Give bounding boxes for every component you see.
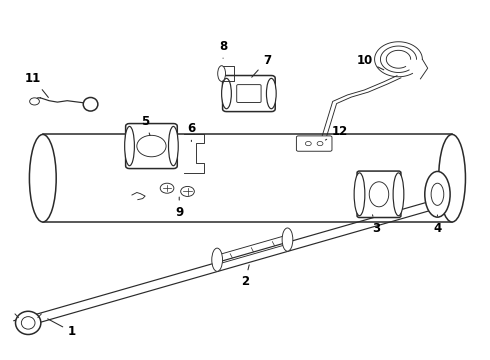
Ellipse shape <box>439 134 466 222</box>
Ellipse shape <box>29 134 56 222</box>
Ellipse shape <box>124 126 134 166</box>
Text: 6: 6 <box>187 122 196 141</box>
Circle shape <box>160 183 174 193</box>
Ellipse shape <box>354 173 365 216</box>
Text: 10: 10 <box>356 54 384 70</box>
Ellipse shape <box>22 317 35 329</box>
Text: 3: 3 <box>372 215 381 235</box>
FancyBboxPatch shape <box>237 85 261 103</box>
Text: 11: 11 <box>25 72 49 98</box>
Ellipse shape <box>218 66 225 81</box>
FancyBboxPatch shape <box>222 76 275 112</box>
Ellipse shape <box>431 183 444 205</box>
Ellipse shape <box>16 311 41 334</box>
Ellipse shape <box>369 182 389 207</box>
Circle shape <box>305 141 311 146</box>
Ellipse shape <box>267 78 276 109</box>
Circle shape <box>317 141 323 146</box>
Circle shape <box>181 186 195 197</box>
Ellipse shape <box>212 248 222 271</box>
Text: 4: 4 <box>433 215 441 235</box>
Circle shape <box>137 135 166 157</box>
Ellipse shape <box>282 228 293 251</box>
Text: 5: 5 <box>141 114 150 135</box>
Text: 8: 8 <box>219 40 227 58</box>
Ellipse shape <box>221 78 231 109</box>
Circle shape <box>30 98 39 105</box>
Text: 2: 2 <box>241 265 249 288</box>
FancyBboxPatch shape <box>125 123 177 168</box>
Text: 7: 7 <box>252 54 271 77</box>
Text: 12: 12 <box>325 125 348 140</box>
FancyBboxPatch shape <box>357 171 401 217</box>
Ellipse shape <box>393 173 404 216</box>
Text: 9: 9 <box>175 197 183 219</box>
Text: 1: 1 <box>48 319 76 338</box>
FancyBboxPatch shape <box>296 136 332 151</box>
Ellipse shape <box>169 126 178 166</box>
Ellipse shape <box>425 171 450 217</box>
Ellipse shape <box>83 98 98 111</box>
